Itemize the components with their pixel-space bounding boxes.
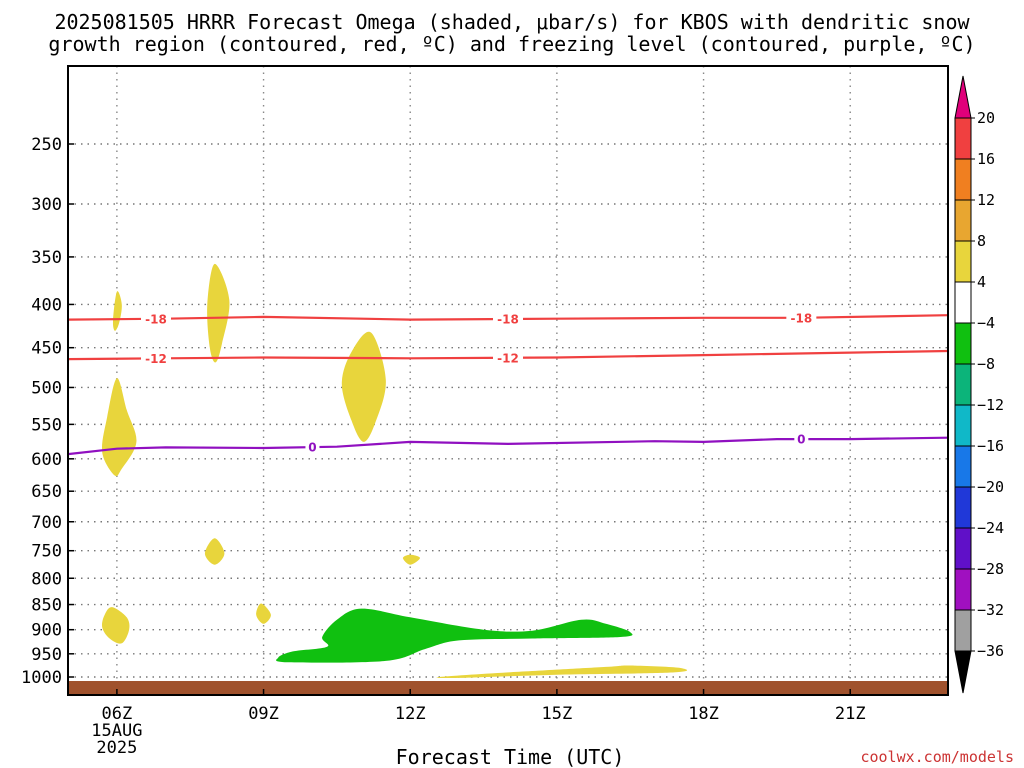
- y-tick-label: 950: [31, 645, 62, 665]
- y-tick-label: 600: [31, 450, 62, 470]
- contour-label-bg: [493, 350, 523, 365]
- omega-region: [402, 554, 420, 565]
- contour-label: -18: [497, 312, 519, 326]
- colorbar-label: 4: [977, 273, 986, 291]
- colorbar-band: [954, 363, 972, 406]
- colorbar-label: −12: [977, 396, 1004, 414]
- title-line: growth region (contoured, red, ºC) and f…: [48, 32, 975, 56]
- colorbar-label: −28: [977, 560, 1004, 578]
- omega-region: [101, 607, 130, 644]
- y-tick-label: 800: [31, 569, 62, 589]
- plot-frame: [67, 65, 949, 696]
- colorbar-band: [954, 281, 972, 324]
- colorbar-band: [954, 117, 972, 160]
- omega-region: [436, 665, 688, 679]
- ground-band: [68, 681, 948, 695]
- contour-label: -12: [145, 352, 167, 366]
- x-tick-date: 2025: [96, 738, 137, 758]
- contour-line: [67, 436, 949, 456]
- colorbar-band: [954, 199, 972, 242]
- y-axis: 250 300 350 400 450 500 550 600 650 700 750 800 850 9…: [21, 135, 74, 688]
- colorbar-band: [954, 158, 972, 201]
- contour-line: [67, 314, 949, 321]
- colorbar-label: 16: [977, 150, 995, 168]
- y-tick-label: 700: [31, 513, 62, 533]
- y-tick-label: 750: [31, 542, 62, 562]
- colorbar-band: [954, 404, 972, 447]
- y-tick-label: 400: [31, 295, 62, 315]
- colorbar-label: −24: [977, 519, 1004, 537]
- colorbar-label: −4: [977, 314, 995, 332]
- colorbar-label: −36: [977, 642, 1004, 660]
- colorbar-label: 12: [977, 191, 995, 209]
- contour-label-bg: [786, 310, 817, 325]
- colorbar-band: [954, 240, 972, 283]
- x-tick-label: 06Z: [102, 704, 133, 724]
- y-tick-label: 1000: [21, 668, 62, 688]
- y-tick-label: 650: [31, 482, 62, 502]
- omega-region: [256, 603, 271, 624]
- contour-label: -12: [497, 351, 519, 365]
- y-tick-label: 300: [31, 195, 62, 215]
- contour-label-bg: [141, 311, 171, 326]
- contour-label-bg: [305, 440, 320, 455]
- omega-region: [112, 291, 122, 331]
- x-tick-label: 09Z: [248, 704, 279, 724]
- x-tick-label: 15Z: [542, 704, 573, 724]
- colorbar-band: [954, 568, 972, 611]
- credit-text: coolwx.com/models: [860, 748, 1014, 766]
- omega-region: [204, 538, 225, 565]
- contour-label-bg: [141, 351, 171, 366]
- plot-area: -18 -18 -18 -12 -12 0 0: [67, 65, 949, 696]
- colorbar-label: −32: [977, 601, 1004, 619]
- contour-line: [67, 349, 949, 361]
- colorbar-band: [954, 445, 972, 488]
- omega-region: [207, 263, 230, 363]
- colorbar-band: [954, 486, 972, 529]
- colorbar-label: −8: [977, 355, 995, 373]
- y-tick-label: 350: [31, 248, 62, 268]
- title-line: 2025081505 HRRR Forecast Omega (shaded, …: [54, 10, 970, 34]
- omega-region: [341, 331, 386, 442]
- colorbar-bottom-arrow: [954, 650, 972, 694]
- colorbar-label: 8: [977, 232, 986, 250]
- y-tick-label: 550: [31, 415, 62, 435]
- colorbar-label: −16: [977, 437, 1004, 455]
- colorbar-label: 20: [977, 109, 995, 127]
- contour-label: -18: [790, 311, 812, 325]
- colorbar: 20 16 12 8 4 −4 −8 −12 −16 −20 −24 −28 −32 −36: [954, 75, 1004, 694]
- y-tick-label: 450: [31, 339, 62, 359]
- y-tick-label: 850: [31, 596, 62, 616]
- contour-label-bg: [794, 432, 809, 447]
- x-tick-date: 15AUG: [91, 721, 142, 741]
- x-tick-label: 12Z: [395, 704, 426, 724]
- x-axis-label: Forecast Time (UTC): [396, 745, 625, 768]
- colorbar-band: [954, 322, 972, 365]
- omega-region: [276, 608, 633, 663]
- colorbar-band: [954, 527, 972, 570]
- colorbar-band: [954, 609, 972, 652]
- colorbar-top-arrow: [954, 75, 972, 119]
- contour-label: 0: [797, 433, 805, 447]
- contour-label: -18: [145, 312, 167, 326]
- y-tick-label: 500: [31, 378, 62, 398]
- x-tick-label: 21Z: [835, 704, 866, 724]
- y-tick-label: 250: [31, 135, 62, 155]
- contour-label-bg: [493, 311, 523, 326]
- chart-title: 2025081505 HRRR Forecast Omega (shaded, …: [48, 10, 975, 56]
- omega-region: [101, 378, 137, 477]
- y-tick-label: 900: [31, 621, 62, 641]
- contour-label: 0: [308, 441, 316, 455]
- colorbar-label: −20: [977, 478, 1004, 496]
- x-tick-label: 18Z: [688, 704, 719, 724]
